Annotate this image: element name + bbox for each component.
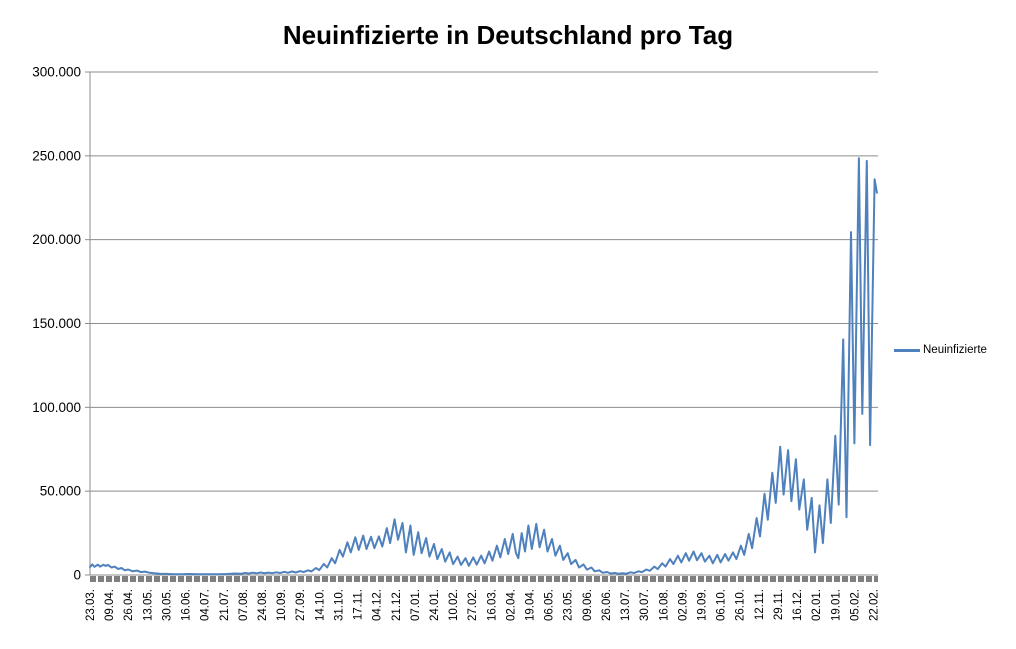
x-tick-label: 23.03.	[85, 589, 97, 621]
x-tick-label: 02.09.	[677, 589, 689, 621]
x-tick-label: 12.11.	[754, 589, 766, 620]
x-tick-label: 19.04.	[525, 589, 537, 621]
x-tick-label: 09.04.	[104, 589, 116, 621]
y-tick-label: 0	[73, 568, 81, 583]
x-tick-label: 30.07.	[639, 589, 651, 621]
x-tick-label: 27.02.	[467, 589, 479, 621]
x-tick-label: 04.07.	[200, 589, 212, 621]
x-tick-label: 07.08.	[238, 589, 250, 621]
y-tick-label: 300.000	[32, 65, 81, 80]
x-tick-label: 16.06.	[181, 589, 193, 621]
x-tick-label: 07.01.	[410, 589, 422, 621]
chart-title: Neuinfizierte in Deutschland pro Tag	[282, 20, 734, 50]
legend-line-swatch	[894, 348, 920, 352]
x-tick-label: 24.08.	[257, 589, 269, 621]
x-tick-label: 31.10.	[333, 589, 345, 621]
x-tick-label: 19.09.	[697, 589, 709, 621]
x-tick-label: 04.12.	[372, 589, 384, 621]
x-tick-label: 09.06.	[582, 589, 594, 621]
x-tick-label: 14.10.	[314, 589, 326, 621]
y-tick-label: 100.000	[32, 400, 81, 415]
x-tick-label: 10.09.	[276, 589, 288, 621]
x-tick-label: 26.10.	[735, 589, 747, 621]
x-tick-label: 13.05.	[142, 589, 154, 621]
x-tick-label: 21.12.	[391, 589, 403, 621]
x-tick-label: 13.07.	[620, 589, 632, 621]
x-tick-label: 23.05.	[563, 589, 575, 621]
x-tick-label: 06.05.	[544, 589, 556, 621]
x-tick-label: 16.03.	[486, 589, 498, 621]
x-tick-label: 02.01.	[811, 589, 823, 621]
y-tick-label: 150.000	[32, 316, 81, 331]
x-tick-label: 16.08.	[658, 589, 670, 621]
x-tick-label: 16.12.	[792, 589, 804, 621]
x-tick-label: 10.02.	[448, 589, 460, 621]
x-tick-label: 26.06.	[601, 589, 613, 621]
x-tick-label: 30.05.	[161, 589, 173, 621]
legend: Neuinfizierte	[894, 344, 987, 356]
y-tick-label: 50.000	[40, 484, 81, 499]
legend-label: Neuinfizierte	[923, 344, 987, 356]
x-tick-label: 29.11.	[773, 589, 785, 620]
x-tick-label: 21.07.	[219, 589, 231, 621]
y-tick-label: 200.000	[32, 232, 81, 247]
x-tick-label: 06.10.	[716, 589, 728, 621]
x-tick-label: 05.02.	[849, 589, 861, 621]
x-tick-label: 17.11.	[353, 589, 365, 620]
y-tick-label: 250.000	[32, 148, 81, 163]
x-tick-label: 24.01.	[429, 589, 441, 621]
x-tick-label: 26.04.	[123, 589, 135, 621]
x-tick-label: 02.04.	[505, 589, 517, 621]
x-tick-label: 27.09.	[295, 589, 307, 621]
x-tick-label: 19.01.	[830, 589, 842, 621]
x-tick-label: 22.02.	[869, 589, 881, 621]
series-line-neuinfizierte	[89, 157, 878, 576]
